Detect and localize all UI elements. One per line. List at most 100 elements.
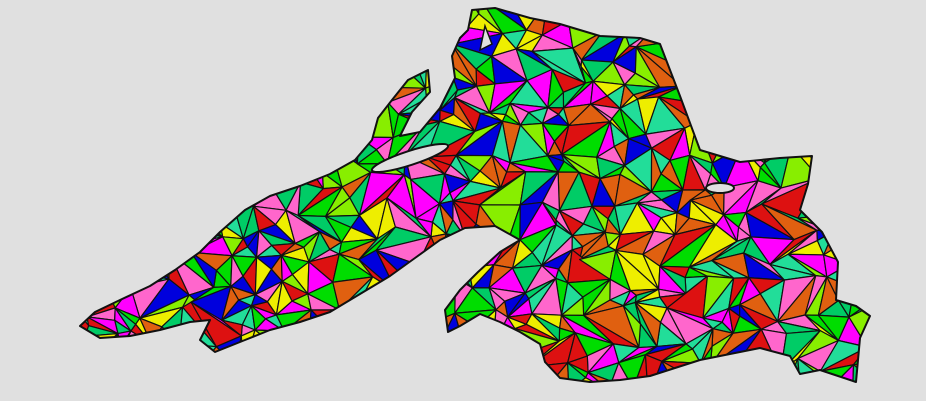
mesh-triangle bbox=[163, 342, 195, 375]
mesh-triangle bbox=[261, 25, 286, 60]
mesh-triangle bbox=[724, 364, 755, 382]
mesh-triangle bbox=[323, 27, 334, 43]
mesh-triangle bbox=[328, 50, 342, 77]
mesh-triangle bbox=[713, 8, 738, 34]
mesh-triangle bbox=[399, 373, 430, 382]
mesh-triangle bbox=[869, 387, 891, 401]
mesh-triangle bbox=[858, 114, 870, 130]
mesh-triangle bbox=[110, 74, 135, 101]
mesh-triangle bbox=[231, 176, 255, 207]
mesh-triangle bbox=[865, 25, 870, 53]
mesh-triangle bbox=[205, 0, 232, 7]
mesh-triangle bbox=[886, 138, 897, 155]
mesh-triangle bbox=[754, 397, 783, 401]
mesh-triangle bbox=[160, 368, 190, 382]
mesh-triangle bbox=[463, 344, 494, 365]
mesh-triangle bbox=[398, 301, 416, 330]
mesh-triangle bbox=[194, 109, 213, 129]
mesh-triangle bbox=[243, 75, 257, 97]
mesh-triangle bbox=[217, 72, 248, 108]
mesh-triangle bbox=[749, 8, 788, 35]
mesh-triangle bbox=[164, 177, 194, 199]
mesh-triangle bbox=[217, 52, 263, 64]
mesh-triangle bbox=[244, 34, 266, 57]
mesh-triangle bbox=[139, 8, 164, 31]
mesh-triangle bbox=[332, 276, 374, 311]
mesh-triangle bbox=[622, 290, 637, 307]
mesh-triangle bbox=[886, 153, 897, 165]
mesh-triangle bbox=[194, 87, 227, 111]
mesh-triangle bbox=[666, 393, 689, 401]
mesh-triangle bbox=[661, 343, 694, 362]
mesh-triangle bbox=[688, 21, 717, 60]
mesh-triangle bbox=[857, 126, 870, 151]
mesh-triangle bbox=[867, 48, 870, 63]
mesh-triangle bbox=[195, 164, 219, 175]
mesh-triangle bbox=[488, 112, 507, 122]
mesh-triangle bbox=[492, 327, 518, 368]
mesh-triangle bbox=[828, 71, 870, 112]
mesh-triangle bbox=[211, 21, 244, 39]
mesh-triangle bbox=[415, 217, 434, 238]
mesh-triangle bbox=[127, 214, 151, 241]
mesh-triangle bbox=[95, 128, 129, 166]
mesh-triangle bbox=[726, 51, 766, 88]
mesh-triangle bbox=[194, 106, 227, 115]
mesh-triangle bbox=[737, 105, 780, 131]
mesh-triangle bbox=[125, 50, 141, 78]
mesh-triangle bbox=[818, 161, 840, 179]
mesh-triangle bbox=[826, 110, 844, 126]
mesh-triangle bbox=[170, 384, 195, 401]
mesh-triangle bbox=[376, 86, 392, 104]
mesh-triangle bbox=[347, 104, 360, 138]
mesh-triangle bbox=[516, 366, 530, 382]
mesh-triangle bbox=[407, 390, 430, 401]
mesh-triangle bbox=[168, 127, 198, 163]
mesh-triangle bbox=[112, 180, 141, 216]
mesh-triangle bbox=[196, 120, 213, 167]
mesh-triangle bbox=[239, 378, 263, 382]
mesh-triangle bbox=[96, 45, 115, 76]
mesh-triangle bbox=[354, 350, 376, 365]
mesh-triangle bbox=[288, 67, 328, 94]
mesh-triangle bbox=[743, 8, 766, 37]
mesh-triangle bbox=[844, 8, 870, 31]
mesh-triangle bbox=[413, 274, 456, 291]
mesh-triangle bbox=[105, 346, 122, 371]
mesh-triangle bbox=[669, 21, 698, 63]
mesh-triangle bbox=[204, 396, 220, 401]
mesh-triangle bbox=[624, 14, 651, 35]
mesh-triangle bbox=[466, 387, 482, 401]
mesh-triangle bbox=[374, 301, 408, 323]
mesh-triangle bbox=[400, 14, 418, 33]
mesh-triangle bbox=[541, 264, 560, 280]
mesh-triangle bbox=[479, 397, 500, 401]
mesh-triangle bbox=[191, 173, 242, 213]
mesh-triangle bbox=[331, 334, 356, 365]
mesh-triangle bbox=[325, 74, 342, 97]
mesh-triangle bbox=[283, 86, 304, 104]
mesh-triangle bbox=[80, 179, 90, 210]
mesh-triangle bbox=[187, 373, 211, 382]
mesh-triangle bbox=[401, 373, 430, 382]
mesh-triangle bbox=[865, 152, 870, 183]
mesh-triangle bbox=[124, 132, 140, 151]
mesh-triangle bbox=[848, 290, 870, 318]
mesh-triangle bbox=[296, 123, 316, 160]
mesh-triangle bbox=[286, 345, 306, 368]
mesh-triangle bbox=[425, 156, 451, 175]
mesh-triangle bbox=[252, 95, 298, 137]
mesh-triangle bbox=[321, 8, 362, 30]
mesh-triangle bbox=[354, 386, 365, 401]
mesh-triangle bbox=[195, 75, 216, 92]
mesh-triangle bbox=[880, 286, 922, 302]
mesh-triangle bbox=[80, 80, 97, 105]
mesh-triangle bbox=[194, 396, 210, 401]
mesh-triangle bbox=[154, 379, 190, 382]
mesh-triangle bbox=[378, 29, 411, 51]
mesh-triangle bbox=[373, 387, 387, 401]
mesh-triangle bbox=[886, 153, 895, 172]
mesh-triangle bbox=[127, 148, 146, 173]
mesh-triangle bbox=[409, 25, 458, 51]
